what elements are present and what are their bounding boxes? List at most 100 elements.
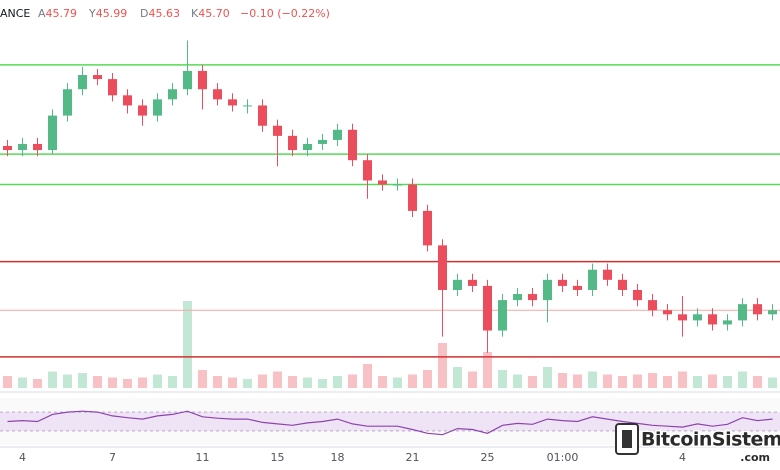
volume-bar	[273, 371, 282, 388]
candle-body	[498, 300, 507, 331]
candle-body	[153, 99, 162, 116]
candle-body	[138, 105, 147, 116]
volume-bar	[78, 373, 87, 388]
ohlc-number: 45.70	[198, 7, 230, 20]
watermark-icon-inner	[622, 430, 632, 448]
volume-bar	[318, 379, 327, 388]
candle-body	[723, 320, 732, 325]
x-tick-label: 4	[679, 451, 686, 464]
rsi-line	[7, 410, 773, 436]
volume-bar	[168, 376, 177, 388]
candle-body	[573, 285, 582, 290]
candle-body	[183, 70, 192, 90]
watermark: BitcoinSistemi.com	[615, 423, 780, 466]
candle-body	[663, 310, 672, 315]
x-tick-label: 25	[481, 451, 495, 464]
candle-body	[453, 279, 462, 290]
candle-body	[333, 129, 342, 140]
candle-body	[558, 279, 567, 286]
volume-bar	[48, 371, 57, 388]
candle-body	[258, 105, 267, 126]
candle-body	[633, 289, 642, 301]
volume-bar	[468, 371, 477, 388]
volume-bar	[633, 374, 642, 388]
volume-bar	[123, 379, 132, 388]
volume-bar	[678, 371, 687, 388]
candle-body	[378, 180, 387, 185]
change: −0.10 (−0.22%)	[240, 7, 330, 20]
watermark-domain: .com	[740, 451, 770, 464]
volume-bar	[618, 376, 627, 388]
candle-body	[168, 89, 177, 100]
volume-bar	[303, 377, 312, 388]
candle-body	[738, 304, 747, 321]
candle-body	[768, 310, 777, 315]
volume-bar	[558, 373, 567, 388]
x-tick-label: 11	[196, 451, 210, 464]
volume-bar	[543, 367, 552, 388]
volume-bar	[288, 376, 297, 388]
volume-bar	[198, 370, 207, 388]
candle-body	[588, 269, 597, 290]
candle-body	[48, 115, 57, 151]
candle-body	[228, 99, 237, 106]
candle-body	[243, 105, 252, 107]
candle-body	[543, 279, 552, 301]
volume-bar	[753, 376, 762, 388]
candle-body	[63, 89, 72, 116]
ohlc-number: 45.63	[148, 7, 180, 20]
candle-body	[108, 79, 117, 96]
volume-bar	[708, 374, 717, 388]
candle-body	[348, 129, 357, 161]
x-tick-label: 21	[406, 451, 420, 464]
volume-bar	[138, 377, 147, 388]
candle-body	[423, 210, 432, 246]
x-tick-label: 7	[109, 451, 116, 464]
candle-body	[363, 160, 372, 181]
ohlc-number: 45.99	[96, 7, 128, 20]
candle-body	[753, 304, 762, 315]
volume-bar	[333, 376, 342, 388]
volume-bar	[513, 374, 522, 388]
volume-bar	[63, 374, 72, 388]
ohlc-number: 45.79	[46, 7, 78, 20]
candle-body	[438, 245, 447, 290]
volume-bar	[663, 376, 672, 388]
x-tick-label: 4	[19, 451, 26, 464]
volume-bar	[483, 352, 492, 388]
candle-body	[303, 143, 312, 151]
volume-bar	[498, 370, 507, 388]
candle-body	[3, 146, 12, 151]
volume-bar	[408, 374, 417, 388]
candle-body	[288, 135, 297, 151]
volume-bar	[738, 371, 747, 388]
candle-body	[318, 139, 327, 144]
candle-body	[408, 184, 417, 211]
ohlc-value: K45.70	[191, 7, 230, 20]
volume-bar	[528, 376, 537, 388]
candle-body	[213, 89, 222, 100]
candle-body	[273, 125, 282, 136]
volume-bar	[723, 376, 732, 388]
candle-body	[693, 314, 702, 321]
volume-bar	[108, 377, 117, 388]
ohlc-letter: A	[38, 7, 46, 20]
candle-body	[483, 285, 492, 331]
volume-bar	[573, 374, 582, 388]
candle-body	[93, 75, 102, 80]
volume-bar	[93, 376, 102, 388]
candle-body	[618, 279, 627, 290]
volume-bar	[153, 374, 162, 388]
volume-bar	[393, 377, 402, 388]
candle-body	[18, 143, 27, 151]
ohlc-letter: D	[140, 7, 148, 20]
ohlc-letter: K	[191, 7, 199, 20]
candle-body	[198, 70, 207, 90]
volume-bar	[258, 374, 267, 388]
volume-bar	[348, 374, 357, 388]
volume-bar	[453, 367, 462, 388]
volume-bar	[213, 376, 222, 388]
candle-body	[528, 294, 537, 301]
ohlc-letter: Y	[88, 7, 96, 20]
